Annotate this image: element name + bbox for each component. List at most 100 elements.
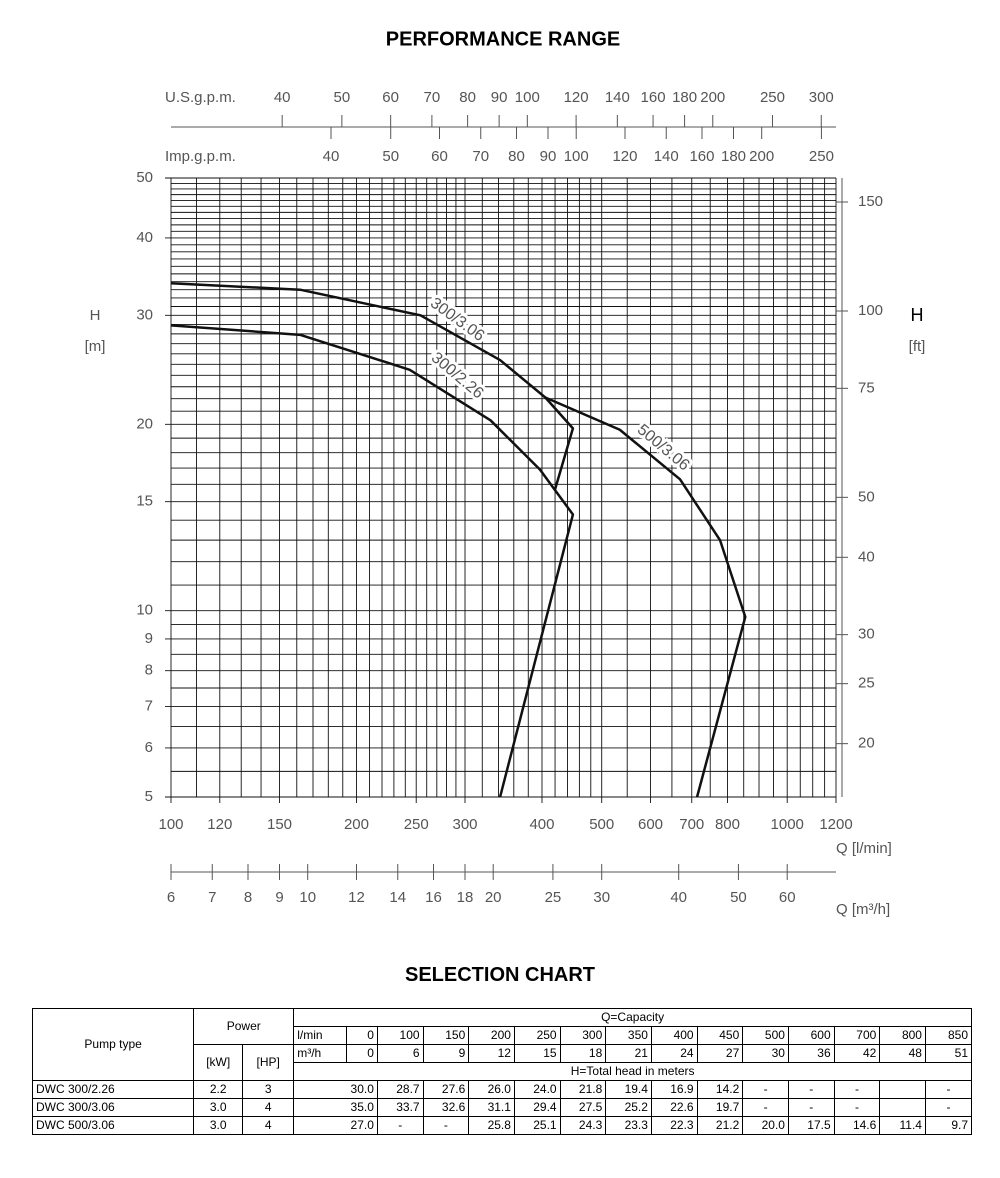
table-cell: m³/h bbox=[293, 1044, 348, 1063]
table-cell: 9 bbox=[422, 1044, 470, 1063]
table-cell: Power bbox=[193, 1008, 295, 1045]
y2-axis-unit: [ft] bbox=[909, 338, 926, 355]
table-cell: 48 bbox=[879, 1044, 926, 1063]
table-cell: 14.2 bbox=[696, 1080, 744, 1099]
y-axis-label: H bbox=[90, 307, 101, 324]
table-cell: 22.6 bbox=[650, 1098, 698, 1117]
y2-tick-label: 50 bbox=[858, 488, 875, 505]
axis-tick-label: 6 bbox=[167, 889, 175, 906]
table-cell: 150 bbox=[422, 1026, 470, 1045]
axis-tick-label: 70 bbox=[472, 148, 489, 165]
table-cell: 24 bbox=[650, 1044, 698, 1063]
y2-tick-label: 25 bbox=[858, 675, 875, 692]
axis-tick-label: 300 bbox=[809, 89, 834, 106]
x-tick-label: 200 bbox=[344, 816, 369, 833]
table-cell: - bbox=[833, 1098, 881, 1117]
table-cell: 850 bbox=[924, 1026, 973, 1045]
y-tick-label: 8 bbox=[145, 662, 153, 679]
table-cell: 21 bbox=[605, 1044, 652, 1063]
table-cell: 0 bbox=[346, 1026, 378, 1045]
x-tick-label: 800 bbox=[715, 816, 740, 833]
table-cell: 25.8 bbox=[468, 1116, 515, 1135]
top-axis-label: U.S.g.p.m. bbox=[165, 89, 236, 106]
axis-tick-label: 80 bbox=[459, 89, 476, 106]
table-cell bbox=[879, 1080, 926, 1099]
x-tick-label: 100 bbox=[158, 816, 183, 833]
y2-tick-label: 150 bbox=[858, 193, 883, 210]
table-cell: 19.7 bbox=[696, 1098, 744, 1117]
x-tick-label: 1000 bbox=[771, 816, 804, 833]
x-tick-label: 400 bbox=[529, 816, 554, 833]
x-tick-label: 250 bbox=[404, 816, 429, 833]
y-tick-label: 20 bbox=[136, 415, 153, 432]
table-row: DWC 500/3.06 3.0 4 27.0- -25.8 25.1 24.3 23.3 22… bbox=[31, 1116, 973, 1135]
axis-tick-label: 70 bbox=[424, 89, 441, 106]
table-cell: - bbox=[742, 1080, 789, 1099]
table-cell: - bbox=[787, 1098, 835, 1117]
table-cell: 250 bbox=[513, 1026, 561, 1045]
table-cell: 27 bbox=[696, 1044, 744, 1063]
curve bbox=[544, 396, 747, 798]
curve-label: 300/3.06 bbox=[427, 295, 487, 345]
table-cell: 25.1 bbox=[513, 1116, 561, 1135]
axis-tick-label: 14 bbox=[389, 889, 406, 906]
axis-tick-label: 120 bbox=[612, 148, 637, 165]
axis-tick-label: 50 bbox=[382, 148, 399, 165]
chart-title: PERFORMANCE RANGE bbox=[386, 28, 620, 50]
table-cell: 23.3 bbox=[605, 1116, 652, 1135]
table-cell: 3 bbox=[242, 1080, 295, 1099]
table-cell: 700 bbox=[833, 1026, 881, 1045]
y-tick-label: 9 bbox=[145, 630, 153, 647]
y-tick-label: 5 bbox=[145, 788, 153, 805]
axis-tick-label: 18 bbox=[457, 889, 474, 906]
axis-tick-label: 200 bbox=[749, 148, 774, 165]
chart: PERFORMANCE RANGE H [m] H [ft] Q [l/min]… bbox=[85, 28, 926, 918]
table-cell: 9.7 bbox=[924, 1116, 973, 1135]
table-cell: 27.5 bbox=[559, 1098, 607, 1117]
y-axis-unit: [m] bbox=[85, 338, 106, 355]
table-cell: 3.0 bbox=[193, 1116, 244, 1135]
table-cell: 200 bbox=[468, 1026, 515, 1045]
table-cell: 27.6 bbox=[422, 1080, 470, 1099]
table-cell: 27.0 bbox=[293, 1116, 378, 1135]
table-cell: 16.9 bbox=[650, 1080, 698, 1099]
table-cell: l/min bbox=[293, 1026, 348, 1045]
table-row: Pump type Power Q=Capacity bbox=[31, 1008, 972, 1081]
table-cell: 42 bbox=[833, 1044, 881, 1063]
table-cell: 36 bbox=[787, 1044, 835, 1063]
table-cell: 6 bbox=[376, 1044, 424, 1063]
table-cell: 19.4 bbox=[605, 1080, 652, 1099]
table-cell: DWC 500/3.06 bbox=[31, 1116, 195, 1135]
table-cell: 400 bbox=[650, 1026, 698, 1045]
axis-tick-label: 60 bbox=[779, 889, 796, 906]
table-cell: 12 bbox=[468, 1044, 515, 1063]
table-cell: H=Total head in meters bbox=[293, 1062, 972, 1081]
axis-tick-label: 16 bbox=[425, 889, 442, 906]
axis-tick-label: 50 bbox=[334, 89, 351, 106]
table-cell: 28.7 bbox=[376, 1080, 424, 1099]
axis-tick-label: 140 bbox=[654, 148, 679, 165]
table-cell: 22.3 bbox=[650, 1116, 698, 1135]
axis-tick-label: 250 bbox=[760, 89, 785, 106]
axis-tick-label: 60 bbox=[431, 148, 448, 165]
table-cell: 3.0 bbox=[193, 1098, 244, 1117]
axis-tick-label: 30 bbox=[593, 889, 610, 906]
selection-table: Pump type Power Q=Capacity l/min 0 100 150 200 2… bbox=[31, 1008, 973, 1135]
axis-tick-label: 80 bbox=[508, 148, 525, 165]
axis-tick-label: 120 bbox=[564, 89, 589, 106]
x-tick-label: 300 bbox=[452, 816, 477, 833]
axis-tick-label: 10 bbox=[299, 889, 316, 906]
axis-tick-label: 90 bbox=[491, 89, 508, 106]
axis-tick-label: 180 bbox=[672, 89, 697, 106]
table-cell: 30.0 bbox=[293, 1080, 378, 1099]
table-cell: 350 bbox=[605, 1026, 652, 1045]
x-tick-label: 500 bbox=[589, 816, 614, 833]
y-tick-label: 50 bbox=[136, 169, 153, 186]
top-axis-label: Imp.g.p.m. bbox=[165, 148, 236, 165]
axis-tick-label: 40 bbox=[323, 148, 340, 165]
x-tick-label: 600 bbox=[638, 816, 663, 833]
y2-tick-label: 30 bbox=[858, 626, 875, 643]
table-cell: 21.8 bbox=[559, 1080, 607, 1099]
axis-tick-label: 50 bbox=[730, 889, 747, 906]
y-tick-label: 10 bbox=[136, 602, 153, 619]
